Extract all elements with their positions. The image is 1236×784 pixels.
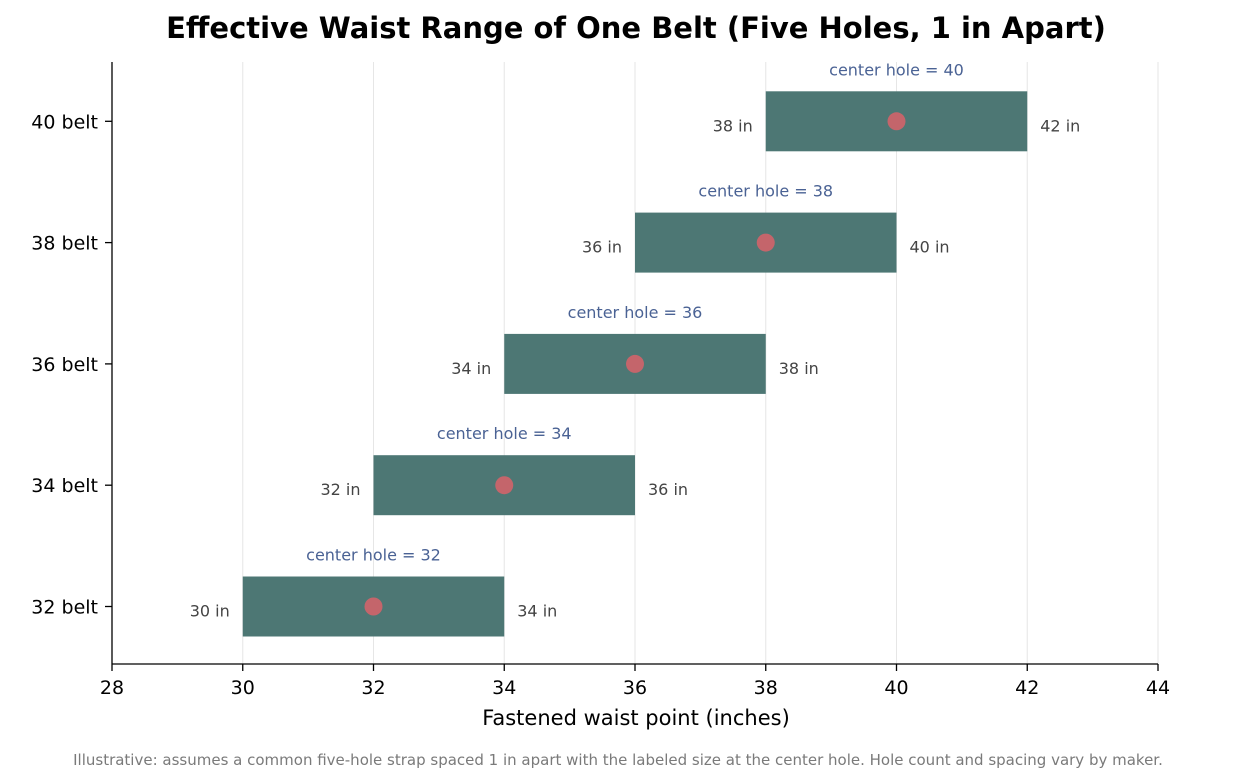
range-bars: 30 in 34 in center hole = 32 32 in 36 in cent… [190,60,1080,637]
x-tick-label: 38 [754,677,778,699]
center-hole-label: center hole = 36 [568,303,703,322]
range-end-label: 42 in [1040,116,1080,135]
x-tick-label: 28 [100,677,124,699]
center-hole-dot [756,233,775,252]
center-hole-label: center hole = 40 [829,60,964,79]
center-hole-label: center hole = 38 [698,182,833,201]
x-tick-label: 44 [1146,677,1170,699]
center-hole-dot [364,597,383,616]
x-axis-label: Fastened waist point (inches) [482,706,790,730]
axes: 28 30 32 34 36 38 40 42 44 32 belt 34 belt 36 belt 3… [31,62,1170,699]
range-end-label: 34 in [517,602,557,621]
x-tick-label: 36 [623,677,647,699]
range-start-label: 32 in [320,480,360,499]
y-tick-label: 40 belt [31,111,98,133]
range-start-label: 34 in [451,359,491,378]
center-hole-label: center hole = 32 [306,546,441,565]
footnote: Illustrative: assumes a common five-hole… [73,751,1163,769]
x-tick-label: 40 [884,677,908,699]
y-tick-label: 32 belt [31,597,98,619]
range-start-label: 38 in [713,116,753,135]
x-tick-label: 42 [1015,677,1039,699]
x-tick-label: 30 [231,677,255,699]
range-end-label: 40 in [910,238,950,257]
chart-title: Effective Waist Range of One Belt (Five … [166,11,1106,45]
center-hole-dot [495,476,514,495]
y-tick-label: 36 belt [31,354,98,376]
x-tick-label: 34 [492,677,516,699]
range-end-label: 38 in [779,359,819,378]
range-start-label: 36 in [582,238,622,257]
range-start-label: 30 in [190,602,230,621]
x-tick-label: 32 [361,677,385,699]
center-hole-dot [626,354,644,373]
y-tick-label: 38 belt [31,233,98,255]
center-hole-label: center hole = 34 [437,424,572,443]
range-end-label: 36 in [648,480,688,499]
center-hole-dot [887,112,906,131]
y-tick-label: 34 belt [31,475,98,497]
